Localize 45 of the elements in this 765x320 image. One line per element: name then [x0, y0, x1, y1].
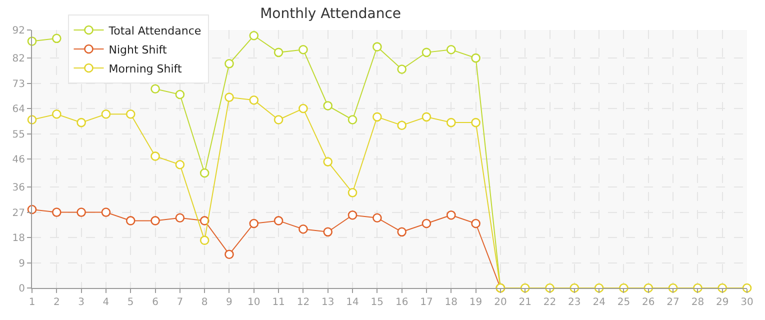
x-tick-label: 24 [592, 297, 606, 308]
x-tick-label: 6 [152, 297, 158, 308]
x-tick-label: 19 [469, 297, 482, 308]
x-tick-label: 20 [494, 297, 507, 308]
y-tick-label: 0 [18, 284, 25, 294]
legend-label: Night Shift [108, 43, 168, 56]
x-tick-label: 16 [395, 297, 408, 308]
y-tick-label: 92 [12, 26, 25, 36]
x-tick-label: 13 [321, 297, 334, 308]
x-tick-label: 28 [691, 297, 704, 308]
x-tick-label: 18 [444, 297, 458, 308]
legend-label: Total Attendance [108, 24, 202, 38]
x-tick-label: 15 [370, 297, 384, 308]
y-tick-label: 9 [18, 258, 25, 270]
x-tick-label: 26 [642, 297, 655, 308]
x-tick-label: 27 [666, 297, 680, 308]
x-tick-label: 11 [272, 297, 285, 308]
legend-label: Morning Shift [108, 62, 182, 76]
x-tick-label: 17 [420, 297, 433, 308]
x-tick-label: 5 [127, 297, 134, 308]
x-tick-label: 12 [296, 297, 310, 308]
x-tick-label: 1 [28, 297, 36, 308]
x-tick-label: 14 [346, 297, 359, 308]
x-tick-label: 2 [53, 297, 60, 308]
x-tick-label: 9 [226, 297, 232, 308]
x-tick-label: 3 [78, 297, 84, 308]
y-tick-label: 73 [12, 78, 25, 90]
x-tick-label: 21 [518, 297, 532, 308]
y-tick-label: 46 [12, 154, 25, 166]
chart-title: Monthly Attendance [260, 6, 402, 22]
x-tick-label: 8 [201, 297, 208, 308]
y-tick-label: 64 [12, 104, 25, 116]
x-tick-label: 30 [740, 297, 754, 308]
x-tick-label: 22 [543, 297, 556, 308]
x-tick-label: 25 [617, 297, 630, 308]
x-tick-label: 4 [102, 297, 110, 308]
y-tick-label: 27 [12, 208, 25, 219]
y-tick-label: 18 [12, 233, 25, 244]
x-tick-label: 10 [248, 297, 260, 308]
y-tick-label: 55 [12, 129, 25, 140]
y-tick-label: 36 [12, 182, 25, 194]
x-tick-label: 23 [568, 297, 581, 308]
x-tick-label: 7 [176, 297, 184, 308]
y-tick-label: 82 [12, 54, 25, 65]
x-tick-label: 29 [716, 297, 729, 308]
